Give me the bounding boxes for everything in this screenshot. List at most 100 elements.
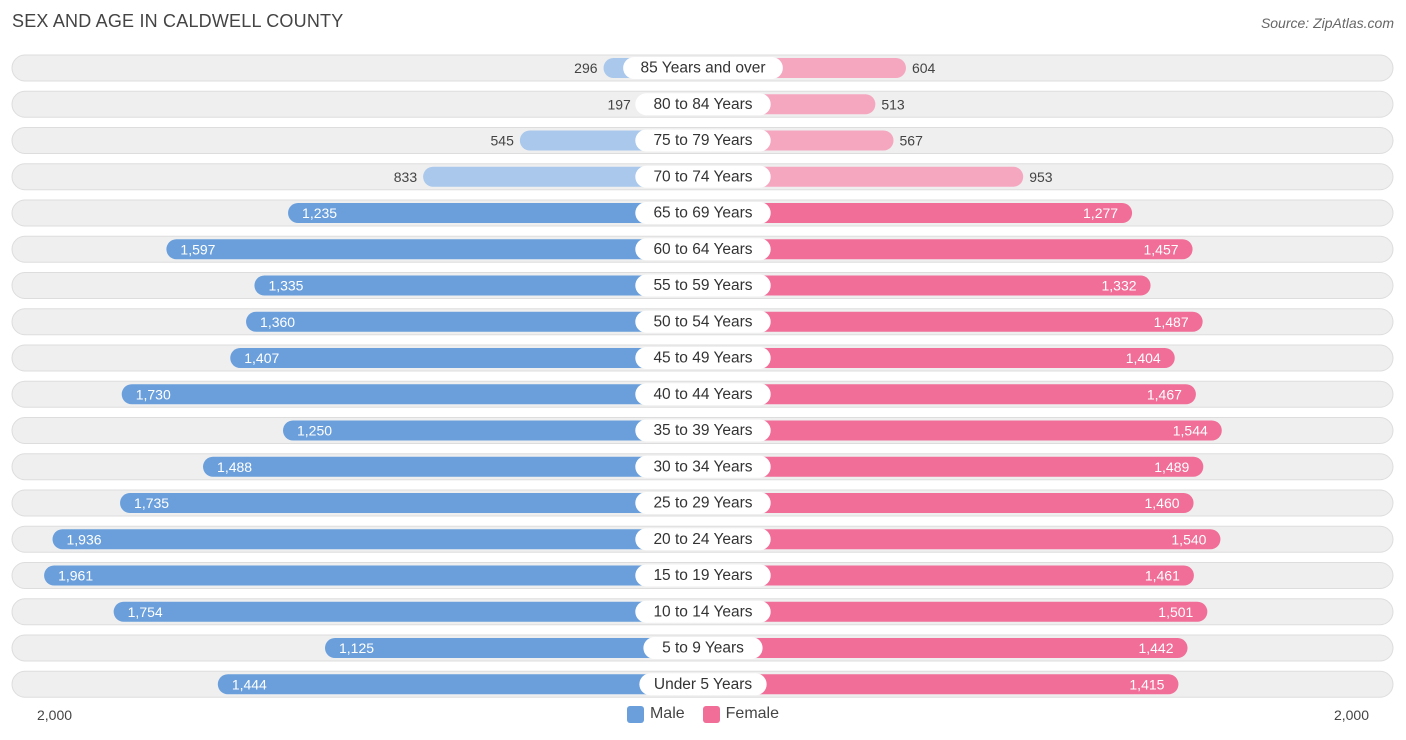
value-label-male: 545: [491, 133, 515, 149]
value-label-male: 296: [574, 60, 598, 76]
category-label-background: [623, 57, 783, 79]
value-label-female: 1,460: [1145, 495, 1180, 511]
value-label-male: 1,250: [297, 423, 332, 439]
value-label-female: 1,461: [1145, 568, 1180, 584]
category-label: 80 to 84 Years: [653, 96, 752, 113]
category-label-background: [635, 455, 771, 478]
category-label-background: [635, 419, 771, 442]
category-label: 35 to 39 Years: [653, 422, 752, 439]
category-label-background: [635, 93, 771, 116]
category-label-background: [639, 673, 767, 696]
male-swatch: [626, 705, 644, 723]
bar-female: [703, 239, 1193, 260]
bar-female: [703, 348, 1175, 368]
chart-title: SEX AND AGE IN CALDWELL COUNTY: [12, 11, 344, 31]
category-label-background: [635, 528, 771, 551]
category-label: 40 to 44 Years: [653, 386, 752, 403]
category-label: 25 to 29 Years: [653, 495, 752, 512]
bar-female: [703, 166, 1024, 187]
bar-female: [703, 311, 1203, 332]
category-label-background: [635, 347, 771, 369]
category-label: 10 to 14 Years: [653, 603, 752, 620]
category-label-background: [635, 238, 771, 261]
category-label-background: [635, 310, 771, 333]
value-label-male: 1,444: [232, 676, 267, 692]
value-label-female: 953: [1029, 169, 1053, 185]
category-label-background: [635, 274, 771, 297]
value-label-male: 1,735: [134, 495, 169, 511]
legend-item-male[interactable]: Male: [626, 705, 685, 723]
value-label-female: 1,544: [1173, 423, 1208, 439]
category-label: Under 5 Years: [654, 676, 752, 693]
value-label-male: 1,936: [67, 531, 102, 547]
bar-female: [703, 275, 1151, 296]
axis-label-right: 2,000: [1333, 707, 1369, 723]
value-label-male: 197: [607, 96, 631, 112]
value-label-female: 1,487: [1154, 314, 1189, 330]
bar-female: [703, 529, 1221, 550]
value-label-female: 1,501: [1158, 604, 1193, 620]
value-label-male: 1,597: [180, 241, 215, 257]
bar-female: [703, 493, 1194, 513]
category-label: 75 to 79 Years: [653, 132, 752, 149]
category-label-background: [635, 202, 771, 224]
bar-male: [52, 529, 703, 550]
axis-label-left: 2,000: [37, 707, 73, 723]
category-label: 30 to 34 Years: [653, 458, 752, 475]
value-label-male: 1,235: [302, 205, 337, 221]
bar-male: [203, 456, 704, 477]
legend-label-female: Female: [725, 705, 780, 722]
category-label-background: [635, 129, 771, 152]
value-label-female: 1,332: [1102, 278, 1137, 294]
category-label: 45 to 49 Years: [653, 350, 752, 367]
bar-male: [288, 203, 703, 223]
category-label: 65 to 69 Years: [653, 205, 752, 222]
category-label-background: [635, 165, 771, 188]
bar-male: [166, 239, 703, 260]
value-label-male: 833: [394, 169, 418, 185]
bar-female: [703, 674, 1179, 695]
value-label-female: 1,540: [1171, 531, 1206, 547]
value-label-female: 1,457: [1144, 241, 1179, 257]
bar-female: [703, 638, 1188, 658]
legend-item-female[interactable]: Female: [702, 705, 780, 723]
bar-male: [121, 384, 704, 405]
bar-male: [120, 493, 704, 513]
category-label: 50 to 54 Years: [653, 313, 752, 330]
bar-female: [703, 203, 1133, 223]
value-label-female: 1,489: [1154, 459, 1189, 475]
category-label-background: [635, 564, 771, 587]
category-label: 15 to 19 Years: [653, 567, 752, 584]
bar-male: [44, 565, 703, 586]
bar-male: [423, 166, 703, 187]
bar-female: [703, 601, 1208, 622]
bar-male: [230, 348, 704, 368]
bar-male: [325, 638, 703, 658]
value-label-male: 1,335: [268, 278, 303, 294]
category-label-background: [635, 492, 771, 514]
category-label: 70 to 74 Years: [653, 168, 752, 185]
category-label: 85 Years and over: [641, 60, 766, 77]
value-label-male: 1,730: [136, 386, 171, 402]
value-label-male: 1,961: [58, 568, 93, 584]
category-label-background: [635, 600, 771, 623]
bar-female: [703, 384, 1196, 405]
bar-male: [113, 601, 703, 622]
category-label: 55 to 59 Years: [653, 277, 752, 294]
bar-male: [217, 674, 704, 695]
category-label: 60 to 64 Years: [653, 241, 752, 258]
value-label-male: 1,407: [244, 350, 279, 366]
value-label-male: 1,360: [260, 314, 295, 330]
category-label-background: [635, 383, 771, 406]
bar-male: [283, 420, 703, 441]
value-label-female: 604: [912, 60, 936, 76]
category-label: 20 to 24 Years: [653, 531, 752, 548]
bar-male: [254, 275, 703, 296]
value-label-male: 1,125: [339, 640, 374, 656]
source-credit: Source: ZipAtlas.com: [1260, 15, 1394, 31]
value-label-female: 1,404: [1126, 350, 1161, 366]
value-label-female: 1,415: [1129, 676, 1164, 692]
value-label-male: 1,488: [217, 459, 252, 475]
value-label-female: 513: [881, 96, 905, 112]
